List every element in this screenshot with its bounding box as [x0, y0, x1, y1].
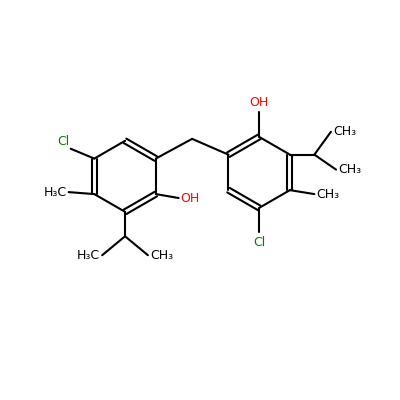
Text: Cl: Cl	[253, 236, 265, 248]
Text: H₃C: H₃C	[44, 186, 67, 199]
Text: Cl: Cl	[57, 135, 69, 148]
Text: CH₃: CH₃	[338, 163, 361, 176]
Text: H₃C: H₃C	[77, 249, 100, 262]
Text: CH₃: CH₃	[150, 249, 173, 262]
Text: CH₃: CH₃	[333, 125, 356, 138]
Text: OH: OH	[250, 96, 269, 109]
Text: OH: OH	[181, 192, 200, 204]
Text: CH₃: CH₃	[316, 188, 340, 200]
